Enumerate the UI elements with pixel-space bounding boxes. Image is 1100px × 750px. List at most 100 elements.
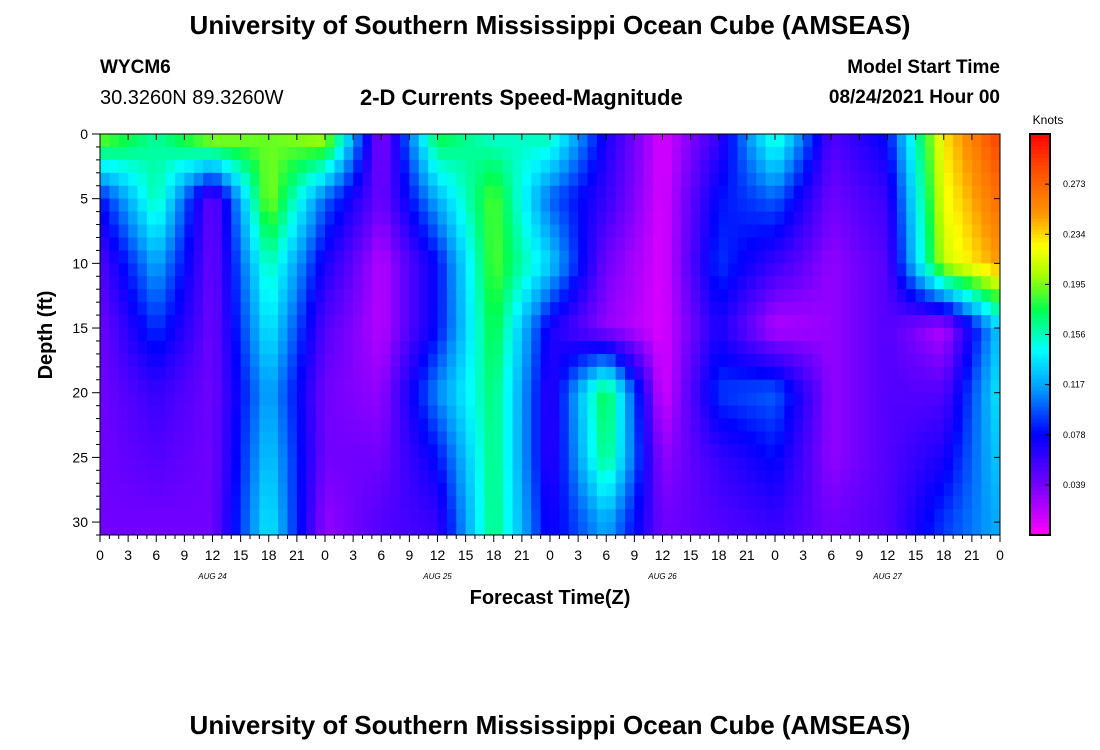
- heatmap-cell: [868, 172, 879, 187]
- heatmap-cell: [812, 315, 823, 329]
- heatmap-cell: [812, 496, 823, 510]
- heatmap-cell: [934, 134, 945, 148]
- heatmap-cell: [803, 457, 814, 471]
- heatmap-cell: [362, 457, 373, 471]
- heatmap-cell: [962, 444, 973, 458]
- heatmap-cell: [718, 328, 729, 342]
- heatmap-cell: [887, 211, 898, 226]
- heatmap-cell: [334, 418, 345, 433]
- heatmap-cell: [887, 353, 898, 368]
- heatmap-cell: [362, 146, 373, 161]
- colorbar-swatch: [1030, 518, 1050, 524]
- heatmap-cell: [831, 250, 842, 264]
- heatmap-cell: [840, 405, 851, 420]
- heatmap-cell: [287, 392, 298, 407]
- heatmap-cell: [784, 315, 795, 329]
- page-title-bottom: University of Southern Mississippi Ocean…: [189, 710, 911, 740]
- heatmap-cell: [512, 483, 523, 497]
- heatmap-cell: [184, 392, 195, 407]
- heatmap-cell: [990, 289, 1000, 303]
- heatmap-cell: [550, 276, 560, 290]
- heatmap-cell: [353, 237, 364, 252]
- heatmap-cell: [756, 328, 767, 342]
- heatmap-cell: [484, 496, 495, 510]
- heatmap-cell: [596, 509, 607, 523]
- heatmap-cell: [287, 172, 298, 187]
- heatmap-cell: [746, 340, 757, 355]
- heatmap-cell: [840, 522, 851, 535]
- heatmap-cell: [287, 289, 298, 303]
- heatmap-cell: [625, 172, 635, 187]
- heatmap-cell: [737, 263, 748, 277]
- heatmap-cell: [156, 289, 167, 303]
- heatmap-cell: [971, 418, 982, 433]
- heatmap-cell: [990, 444, 1000, 458]
- heatmap-cell: [146, 328, 157, 342]
- heatmap-cell: [746, 146, 757, 161]
- heatmap-cell: [915, 198, 926, 213]
- heatmap-cell: [559, 353, 570, 368]
- heatmap-cell: [456, 366, 467, 381]
- heatmap-cell: [896, 353, 907, 368]
- heatmap-cell: [306, 302, 317, 316]
- heatmap-cell: [503, 444, 514, 458]
- heatmap-cell: [568, 353, 579, 368]
- heatmap-cell: [718, 211, 729, 226]
- heatmap-cell: [146, 263, 157, 277]
- heatmap-cell: [718, 263, 729, 277]
- heatmap-cell: [784, 483, 795, 497]
- heatmap-cell: [615, 340, 626, 355]
- heatmap-cell: [446, 522, 457, 535]
- heatmap-cell: [109, 237, 120, 252]
- heatmap-cell: [503, 483, 514, 497]
- heatmap-cell: [240, 509, 251, 523]
- heatmap-cell: [793, 496, 804, 510]
- heatmap-cell: [671, 315, 682, 329]
- heatmap-cell: [343, 172, 354, 187]
- heatmap-cell: [540, 172, 551, 187]
- x-axis: 0 3 6 9 12 15 18 21 0 3 6 9 12 15 18 21 0 3 6 9 12 15 18 21 0 3 6 9…: [96, 134, 1004, 581]
- heatmap-cell: [100, 379, 110, 394]
- heatmap-cell: [484, 289, 495, 303]
- heatmap-cell: [409, 198, 420, 213]
- heatmap-cell: [287, 522, 298, 535]
- heatmap-cell: [971, 379, 982, 394]
- heatmap-cell: [821, 496, 832, 510]
- heatmap-cell: [165, 328, 176, 342]
- heatmap-cell: [100, 496, 110, 510]
- heatmap-cell: [915, 470, 926, 484]
- heatmap-cell: [559, 289, 570, 303]
- heatmap-cell: [606, 224, 617, 239]
- heatmap-cell: [231, 146, 242, 161]
- heatmap-cell: [400, 444, 410, 458]
- heatmap-cell: [934, 496, 945, 510]
- heatmap-cell: [812, 289, 823, 303]
- heatmap-cell: [400, 172, 410, 187]
- heatmap-cell: [221, 431, 232, 446]
- heatmap-cell: [681, 379, 692, 394]
- heatmap-cell: [821, 392, 832, 407]
- heatmap-cell: [400, 328, 410, 342]
- heatmap-cell: [878, 431, 889, 446]
- heatmap-cell: [390, 224, 401, 239]
- heatmap-cell: [709, 315, 720, 329]
- heatmap-cell: [606, 159, 617, 174]
- heatmap-cell: [287, 198, 298, 213]
- heatmap-cell: [700, 483, 710, 497]
- heatmap-cell: [128, 496, 139, 510]
- heatmap-cell: [953, 366, 964, 381]
- heatmap-cell: [868, 353, 879, 368]
- heatmap-cell: [362, 366, 373, 381]
- y-tick-label: 10: [72, 255, 88, 271]
- heatmap-cell: [193, 366, 204, 381]
- heatmap-cell: [334, 237, 345, 252]
- x-tick-label: 3: [574, 547, 582, 563]
- heatmap-cell: [146, 483, 157, 497]
- heatmap-cell: [240, 211, 251, 226]
- heatmap-cell: [821, 172, 832, 187]
- heatmap-cell: [587, 444, 598, 458]
- heatmap-cell: [746, 185, 757, 200]
- heatmap-cell: [231, 289, 242, 303]
- heatmap-cell: [662, 379, 673, 394]
- heatmap-cell: [465, 146, 476, 161]
